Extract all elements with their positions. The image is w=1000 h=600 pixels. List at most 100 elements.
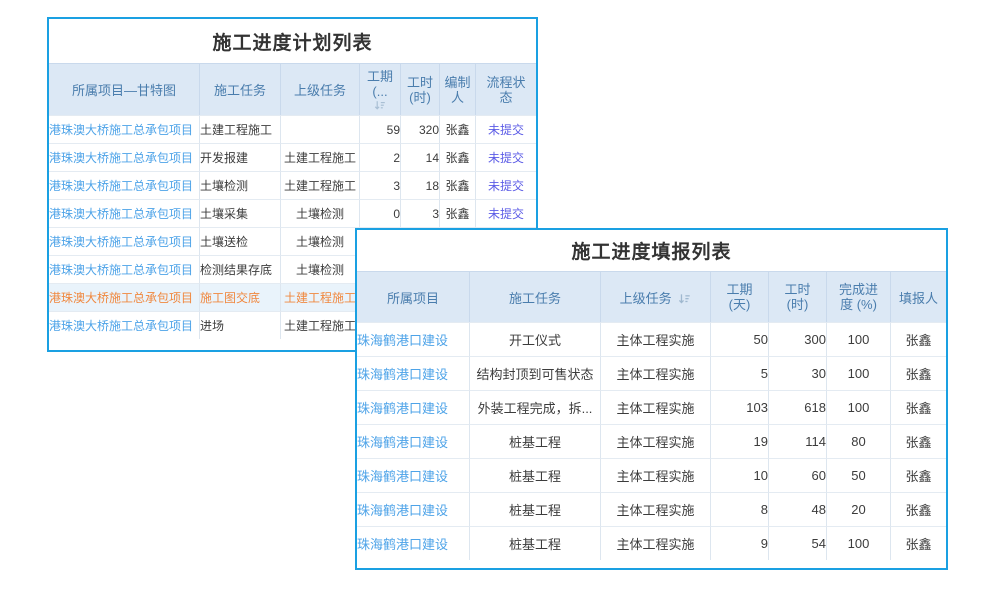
- cell-duration: 9: [710, 526, 768, 560]
- cell-hours: 18: [400, 171, 439, 199]
- status-link[interactable]: 未提交: [487, 151, 524, 165]
- cell-progress: 50: [826, 458, 890, 492]
- cell-progress: 100: [826, 390, 890, 424]
- cell-task: 施工图交底: [199, 283, 280, 311]
- cell-progress: 100: [826, 526, 890, 560]
- project-link[interactable]: 港珠澳大桥施工总承包项目: [49, 263, 194, 277]
- project-link[interactable]: 珠海鹤港口建设: [357, 435, 449, 450]
- col-header-progress: 完成进 度 (%): [826, 271, 890, 322]
- cell-project: 港珠澳大桥施工总承包项目: [49, 227, 199, 255]
- cell-project: 港珠澳大桥施工总承包项目: [49, 311, 199, 339]
- cell-reporter: 张鑫: [890, 458, 946, 492]
- cell-parent: 主体工程实施: [600, 390, 710, 424]
- cell-project: 珠海鹤港口建设: [357, 356, 469, 390]
- cell-hours: 300: [768, 322, 826, 356]
- cell-hours: 30: [768, 356, 826, 390]
- table-row[interactable]: 珠海鹤港口建设 桩基工程 主体工程实施 8 48 20 张鑫: [357, 492, 946, 526]
- table-row[interactable]: 港珠澳大桥施工总承包项目 土壤检测 土建工程施工 3 18 张鑫 未提交: [49, 171, 536, 199]
- col-header-duration: 工期 (天): [710, 271, 768, 322]
- project-link[interactable]: 港珠澳大桥施工总承包项目: [49, 235, 194, 249]
- cell-hours: 618: [768, 390, 826, 424]
- col-header-hours: 工时 (时): [768, 271, 826, 322]
- cell-project: 珠海鹤港口建设: [357, 424, 469, 458]
- sort-icon[interactable]: [678, 293, 691, 305]
- cell-task: 进场: [199, 311, 280, 339]
- cell-parent: 土建工程施工: [280, 283, 359, 311]
- cell-parent: 土壤检测: [280, 199, 359, 227]
- cell-author: 张鑫: [439, 171, 475, 199]
- table-row[interactable]: 港珠澳大桥施工总承包项目 土壤采集 土壤检测 0 3 张鑫 未提交: [49, 199, 536, 227]
- cell-parent: 主体工程实施: [600, 322, 710, 356]
- cell-reporter: 张鑫: [890, 390, 946, 424]
- table-row[interactable]: 珠海鹤港口建设 桩基工程 主体工程实施 10 60 50 张鑫: [357, 458, 946, 492]
- cell-project: 珠海鹤港口建设: [357, 390, 469, 424]
- cell-task: 桩基工程: [469, 424, 600, 458]
- col-header-parent[interactable]: 上级任务: [600, 271, 710, 322]
- cell-duration: 0: [359, 199, 400, 227]
- report-table-panel: 施工进度填报列表 所属项目 施工任务 上级任务: [355, 228, 948, 570]
- project-link[interactable]: 珠海鹤港口建设: [357, 469, 449, 484]
- cell-parent: [280, 115, 359, 143]
- cell-parent: 土建工程施工: [280, 171, 359, 199]
- cell-duration: 19: [710, 424, 768, 458]
- report-header-row: 所属项目 施工任务 上级任务 工期 (天): [357, 271, 946, 322]
- cell-task: 土壤送检: [199, 227, 280, 255]
- cell-task: 结构封顶到可售状态: [469, 356, 600, 390]
- cell-parent: 主体工程实施: [600, 458, 710, 492]
- status-link[interactable]: 未提交: [487, 179, 524, 193]
- cell-author: 张鑫: [439, 199, 475, 227]
- col-header-author: 编制 人: [439, 63, 475, 115]
- cell-reporter: 张鑫: [890, 424, 946, 458]
- table-row[interactable]: 珠海鹤港口建设 外装工程完成，拆... 主体工程实施 103 618 100 张…: [357, 390, 946, 424]
- cell-reporter: 张鑫: [890, 526, 946, 560]
- cell-author: 张鑫: [439, 115, 475, 143]
- cell-project: 珠海鹤港口建设: [357, 458, 469, 492]
- cell-parent: 土壤检测: [280, 227, 359, 255]
- plan-header-row: 所属项目—甘特图 施工任务 上级任务 工期 (...: [49, 63, 536, 115]
- col-header-task: 施工任务: [199, 63, 280, 115]
- project-link[interactable]: 港珠澳大桥施工总承包项目: [49, 179, 194, 193]
- cell-parent: 主体工程实施: [600, 424, 710, 458]
- project-link[interactable]: 港珠澳大桥施工总承包项目: [49, 151, 194, 165]
- cell-reporter: 张鑫: [890, 322, 946, 356]
- cell-task: 土壤采集: [199, 199, 280, 227]
- project-link[interactable]: 港珠澳大桥施工总承包项目: [49, 291, 194, 305]
- table-row[interactable]: 港珠澳大桥施工总承包项目 土建工程施工 59 320 张鑫 未提交: [49, 115, 536, 143]
- project-link[interactable]: 珠海鹤港口建设: [357, 367, 449, 382]
- cell-hours: 48: [768, 492, 826, 526]
- cell-parent: 主体工程实施: [600, 492, 710, 526]
- cell-progress: 80: [826, 424, 890, 458]
- table-row[interactable]: 珠海鹤港口建设 结构封顶到可售状态 主体工程实施 5 30 100 张鑫: [357, 356, 946, 390]
- sort-icon[interactable]: [374, 100, 386, 111]
- cell-parent: 土建工程施工: [280, 143, 359, 171]
- table-row[interactable]: 珠海鹤港口建设 开工仪式 主体工程实施 50 300 100 张鑫: [357, 322, 946, 356]
- cell-project: 珠海鹤港口建设: [357, 322, 469, 356]
- project-link[interactable]: 珠海鹤港口建设: [357, 503, 449, 518]
- project-link[interactable]: 珠海鹤港口建设: [357, 401, 449, 416]
- table-row[interactable]: 港珠澳大桥施工总承包项目 开发报建 土建工程施工 2 14 张鑫 未提交: [49, 143, 536, 171]
- col-header-duration[interactable]: 工期 (...: [359, 63, 400, 115]
- cell-task: 外装工程完成，拆...: [469, 390, 600, 424]
- cell-status: 未提交: [475, 115, 536, 143]
- status-link[interactable]: 未提交: [487, 207, 524, 221]
- cell-project: 港珠澳大桥施工总承包项目: [49, 255, 199, 283]
- table-row[interactable]: 珠海鹤港口建设 桩基工程 主体工程实施 19 114 80 张鑫: [357, 424, 946, 458]
- report-table: 所属项目 施工任务 上级任务 工期 (天): [357, 271, 946, 560]
- cell-task: 土建工程施工: [199, 115, 280, 143]
- table-row[interactable]: 珠海鹤港口建设 桩基工程 主体工程实施 9 54 100 张鑫: [357, 526, 946, 560]
- cell-project: 珠海鹤港口建设: [357, 492, 469, 526]
- project-link[interactable]: 珠海鹤港口建设: [357, 537, 449, 552]
- cell-status: 未提交: [475, 199, 536, 227]
- cell-task: 土壤检测: [199, 171, 280, 199]
- cell-hours: 60: [768, 458, 826, 492]
- project-link[interactable]: 港珠澳大桥施工总承包项目: [49, 319, 194, 333]
- project-link[interactable]: 港珠澳大桥施工总承包项目: [49, 207, 194, 221]
- cell-status: 未提交: [475, 171, 536, 199]
- cell-reporter: 张鑫: [890, 492, 946, 526]
- cell-parent: 主体工程实施: [600, 356, 710, 390]
- status-link[interactable]: 未提交: [487, 123, 524, 137]
- cell-author: 张鑫: [439, 143, 475, 171]
- project-link[interactable]: 港珠澳大桥施工总承包项目: [49, 123, 194, 137]
- project-link[interactable]: 珠海鹤港口建设: [357, 333, 449, 348]
- col-header-project: 所属项目—甘特图: [49, 63, 199, 115]
